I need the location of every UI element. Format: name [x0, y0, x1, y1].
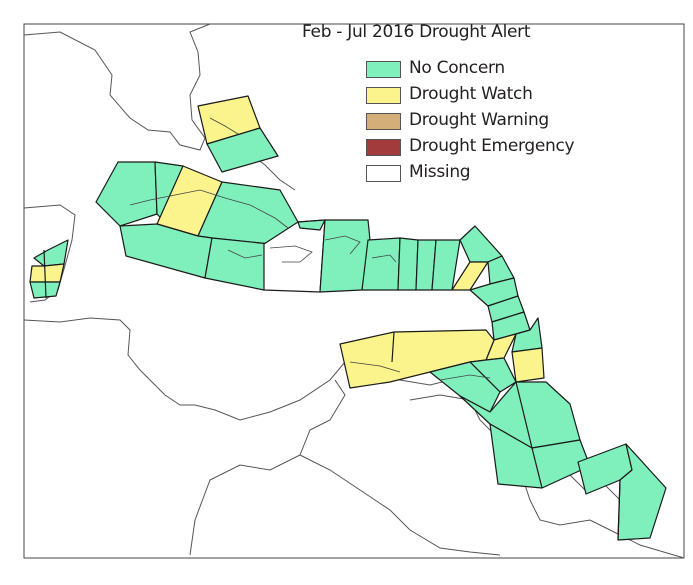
region-stvincent — [511, 317, 543, 353]
region-jamaica — [204, 237, 271, 291]
legend-label: Drought Watch — [409, 84, 533, 104]
region-bahamas-south — [206, 127, 279, 173]
map-title: Feb - Jul 2016 Drought Alert — [302, 22, 531, 42]
legend-swatch — [366, 87, 401, 104]
island-outlines — [129, 117, 491, 381]
legend-swatch — [366, 61, 401, 78]
map-border — [23, 23, 685, 559]
region-turks-caicos — [297, 219, 326, 231]
legend-label: No Concern — [409, 58, 505, 78]
regions — [29, 95, 667, 541]
region-trinidad — [429, 361, 501, 413]
region-guadeloupe — [469, 277, 519, 307]
region-usvi — [397, 237, 419, 291]
region-puerto-rico — [361, 237, 401, 291]
region-antigua — [459, 225, 503, 263]
legend-label: Drought Emergency — [409, 136, 575, 156]
legend-swatch — [366, 139, 401, 156]
legend-swatch — [366, 113, 401, 130]
legend-swatch — [366, 165, 401, 182]
region-belize-center — [29, 263, 65, 283]
region-cuba-west — [95, 161, 158, 227]
region-belize-north — [33, 239, 69, 267]
legend-label: Drought Warning — [409, 110, 549, 130]
region-anguilla — [431, 239, 461, 291]
legend-label: Missing — [409, 162, 471, 182]
region-belize-south — [29, 281, 61, 299]
region-barbados-yellow — [511, 347, 545, 383]
